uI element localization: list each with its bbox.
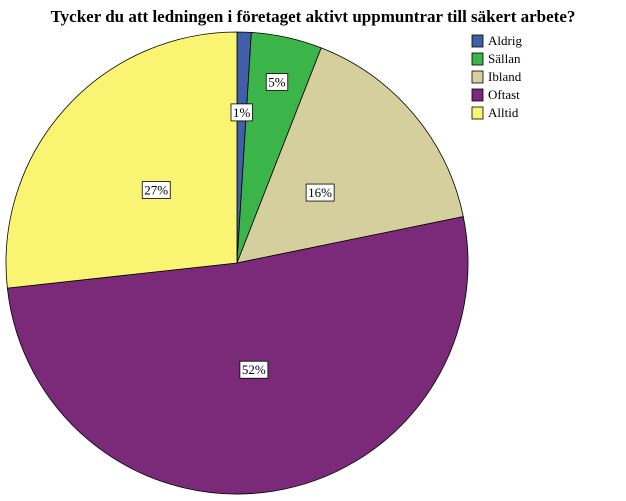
data-label-text: 27% [144,183,168,198]
data-label-box [265,73,289,91]
data-label-text: 1% [233,105,251,120]
pie-slice [5,31,238,289]
data-label-text: 5% [268,75,286,90]
legend-swatch [471,52,484,66]
data-label: 52% [239,360,269,379]
data-label-box [239,360,269,379]
data-label: 16% [305,183,335,202]
legend-swatch [471,34,484,48]
data-label: 1% [230,103,253,122]
legend-swatch [471,88,484,102]
pie-slice [6,216,469,495]
legend-label: Oftast [488,87,520,102]
legend-swatch [471,70,484,84]
legend-label: Ibland [488,69,522,84]
pie-slice [236,47,464,264]
legend-label: Sällan [488,51,521,66]
data-label: 27% [141,181,171,199]
chart-title: Tycker du att ledningen i företaget akti… [51,7,576,26]
data-label-text: 52% [242,362,266,377]
data-label-text: 16% [308,185,332,200]
legend-swatch [471,106,484,120]
data-label-box [141,181,171,199]
data-label-box [230,103,253,122]
data-label-box [305,183,335,202]
legend-label: Alltid [488,105,519,120]
data-label: 5% [265,73,289,91]
legend-label: Aldrig [488,33,522,48]
